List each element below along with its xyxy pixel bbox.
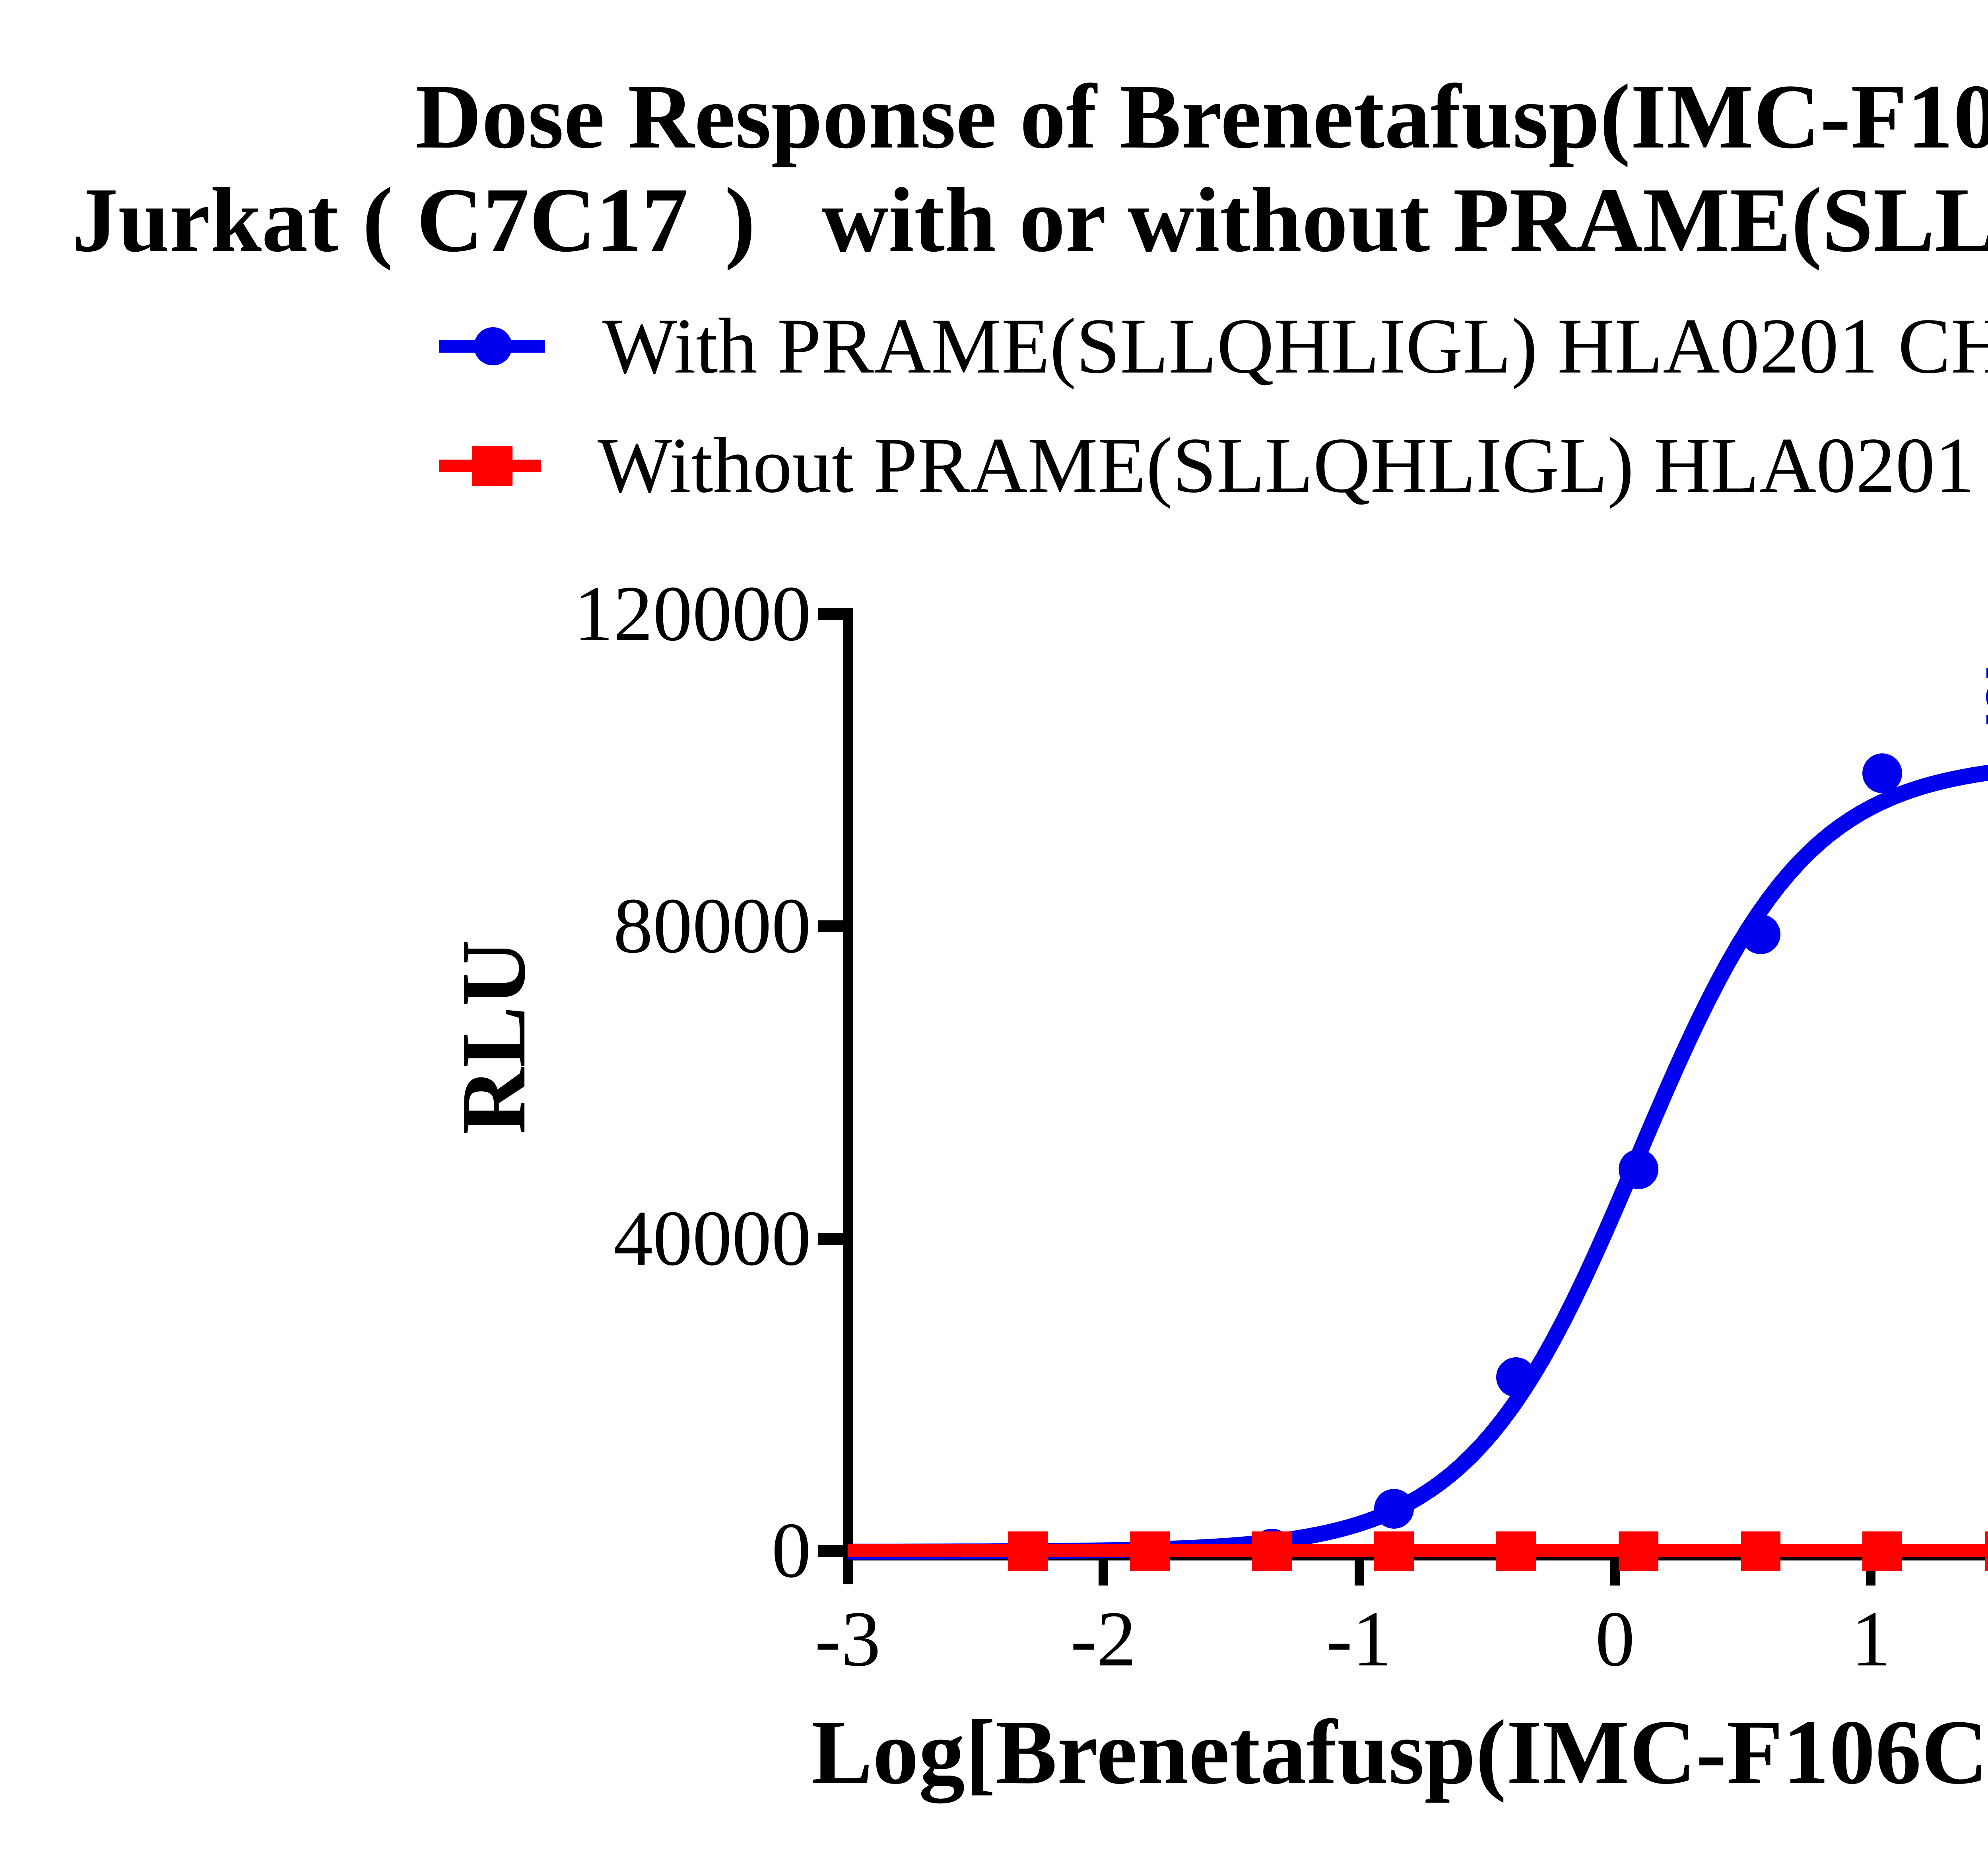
svg-text:1: 1	[1851, 1595, 1891, 1683]
svg-text:Without PRAME(SLLQHLIGL) HLA02: Without PRAME(SLLQHLIGL) HLA0201 CHO, EC…	[598, 422, 1988, 509]
svg-text:0: 0	[772, 1507, 812, 1594]
svg-text:Dose Response of Brenetafusp(I: Dose Response of Brenetafusp(IMC-F106C) …	[415, 66, 1988, 168]
svg-text:80000: 80000	[613, 882, 812, 970]
svg-text:Jurkat(C7C17)with or without P: Jurkat(C7C17)with or without PRAME(SLLQH…	[72, 169, 1988, 271]
svg-text:-1: -1	[1326, 1595, 1392, 1683]
svg-text:RLU: RLU	[443, 939, 545, 1134]
svg-text:-2: -2	[1070, 1595, 1136, 1683]
svg-text:0: 0	[1595, 1595, 1635, 1683]
svg-text:40000: 40000	[613, 1195, 812, 1282]
svg-text:-3: -3	[815, 1595, 881, 1683]
svg-text:With PRAME(SLLQHLIGL) HLA0201: With PRAME(SLLQHLIGL) HLA0201 CHO, EC50 …	[602, 303, 1988, 390]
svg-text:120000: 120000	[574, 570, 811, 658]
svg-text:Log[Brenetafusp(IMC-F106C)] ng: Log[Brenetafusp(IMC-F106C)] ng/ml	[811, 1701, 1988, 1803]
